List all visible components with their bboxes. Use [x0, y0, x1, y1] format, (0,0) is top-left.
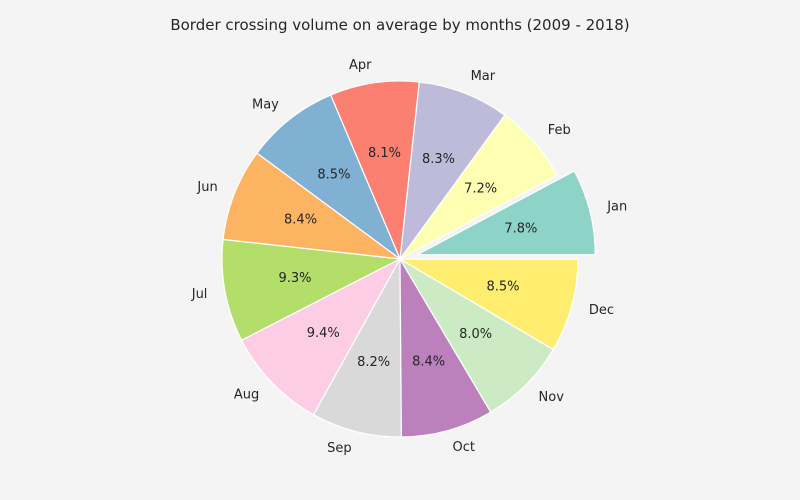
pie-slice-apr — [329, 80, 420, 262]
slice-label-jun: Jun — [196, 180, 217, 195]
pie-slice-may — [256, 94, 402, 261]
pie-slice-sep — [312, 256, 403, 438]
pct-label-mar: 8.3% — [422, 152, 455, 167]
pct-label-aug: 9.4% — [307, 326, 340, 341]
pct-label-oct: 8.4% — [412, 354, 445, 369]
pie-labels: Jan 7.8% Feb 7.2% Mar 8.3% Apr 8.1% May 8.5% Jun 8.… — [191, 58, 628, 456]
pie-slice-oct — [399, 256, 492, 438]
slice-label-sep: Sep — [327, 441, 352, 456]
pct-label-nov: 8.0% — [459, 327, 492, 342]
pie-slice-mar — [399, 81, 506, 262]
chart-title: Border crossing volume on average by mon… — [170, 16, 629, 34]
pie-slice-dec — [397, 258, 579, 351]
pct-label-sep: 8.2% — [357, 355, 390, 370]
slice-label-mar: Mar — [471, 69, 496, 84]
pie-slice-jun — [222, 152, 403, 260]
slice-label-jul: Jul — [191, 287, 208, 302]
slice-label-dec: Dec — [589, 303, 614, 318]
pie-slice-nov — [399, 258, 555, 413]
slice-label-aug: Aug — [234, 388, 259, 403]
pct-label-jun: 8.4% — [284, 213, 317, 228]
slice-label-jan: Jan — [606, 200, 627, 215]
pct-label-apr: 8.1% — [368, 146, 401, 161]
pie-slice-jul — [221, 238, 403, 342]
slice-label-apr: Apr — [349, 58, 372, 73]
slice-label-nov: Nov — [539, 390, 565, 405]
pie-slice-jan — [416, 170, 596, 256]
pct-label-jan: 7.8% — [504, 221, 537, 236]
pct-label-may: 8.5% — [317, 168, 350, 183]
pct-label-feb: 7.2% — [464, 181, 497, 196]
slice-label-may: May — [252, 98, 279, 113]
pie-slice-aug — [240, 257, 402, 416]
slice-label-oct: Oct — [453, 440, 475, 455]
slice-label-feb: Feb — [548, 123, 571, 138]
pct-label-dec: 8.5% — [487, 280, 520, 295]
pie-slices — [221, 80, 596, 438]
pct-label-jul: 9.3% — [278, 271, 311, 286]
